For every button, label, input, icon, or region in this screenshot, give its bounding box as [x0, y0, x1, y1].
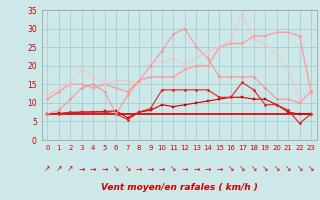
- Text: ↘: ↘: [285, 164, 291, 173]
- Text: ↘: ↘: [274, 164, 280, 173]
- Text: ↘: ↘: [262, 164, 268, 173]
- Text: →: →: [159, 164, 165, 173]
- Text: →: →: [78, 164, 85, 173]
- Text: ↗: ↗: [67, 164, 74, 173]
- Text: ↗: ↗: [44, 164, 51, 173]
- Text: →: →: [101, 164, 108, 173]
- Text: ↘: ↘: [239, 164, 245, 173]
- Text: →: →: [193, 164, 200, 173]
- Text: ↘: ↘: [124, 164, 131, 173]
- Text: →: →: [147, 164, 154, 173]
- Text: →: →: [182, 164, 188, 173]
- Text: ↘: ↘: [228, 164, 234, 173]
- Text: →: →: [205, 164, 211, 173]
- Text: ↘: ↘: [113, 164, 119, 173]
- Text: →: →: [136, 164, 142, 173]
- Text: →: →: [216, 164, 222, 173]
- Text: ↘: ↘: [308, 164, 314, 173]
- Text: Vent moyen/en rafales ( km/h ): Vent moyen/en rafales ( km/h ): [101, 183, 258, 192]
- Text: ↗: ↗: [56, 164, 62, 173]
- Text: ↘: ↘: [296, 164, 303, 173]
- Text: →: →: [90, 164, 96, 173]
- Text: ↘: ↘: [170, 164, 177, 173]
- Text: ↘: ↘: [251, 164, 257, 173]
